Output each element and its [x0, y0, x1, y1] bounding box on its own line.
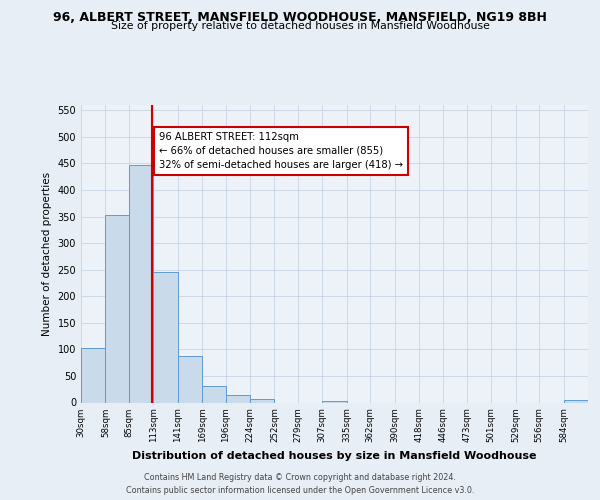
Bar — [202, 386, 226, 402]
Text: Contains public sector information licensed under the Open Government Licence v3: Contains public sector information licen… — [126, 486, 474, 495]
Bar — [178, 356, 202, 403]
Text: Size of property relative to detached houses in Mansfield Woodhouse: Size of property relative to detached ho… — [110, 21, 490, 31]
Bar — [226, 394, 250, 402]
Text: 96, ALBERT STREET, MANSFIELD WOODHOUSE, MANSFIELD, NG19 8BH: 96, ALBERT STREET, MANSFIELD WOODHOUSE, … — [53, 11, 547, 24]
Text: 96 ALBERT STREET: 112sqm
← 66% of detached houses are smaller (855)
32% of semi-: 96 ALBERT STREET: 112sqm ← 66% of detach… — [160, 132, 403, 170]
Bar — [322, 401, 347, 402]
Bar — [106, 215, 129, 402]
Bar — [154, 272, 178, 402]
Text: Contains HM Land Registry data © Crown copyright and database right 2024.: Contains HM Land Registry data © Crown c… — [144, 472, 456, 482]
Bar — [81, 348, 106, 403]
Bar — [563, 400, 588, 402]
X-axis label: Distribution of detached houses by size in Mansfield Woodhouse: Distribution of detached houses by size … — [132, 450, 537, 460]
Bar — [250, 400, 274, 402]
Bar — [129, 164, 154, 402]
Y-axis label: Number of detached properties: Number of detached properties — [42, 172, 52, 336]
